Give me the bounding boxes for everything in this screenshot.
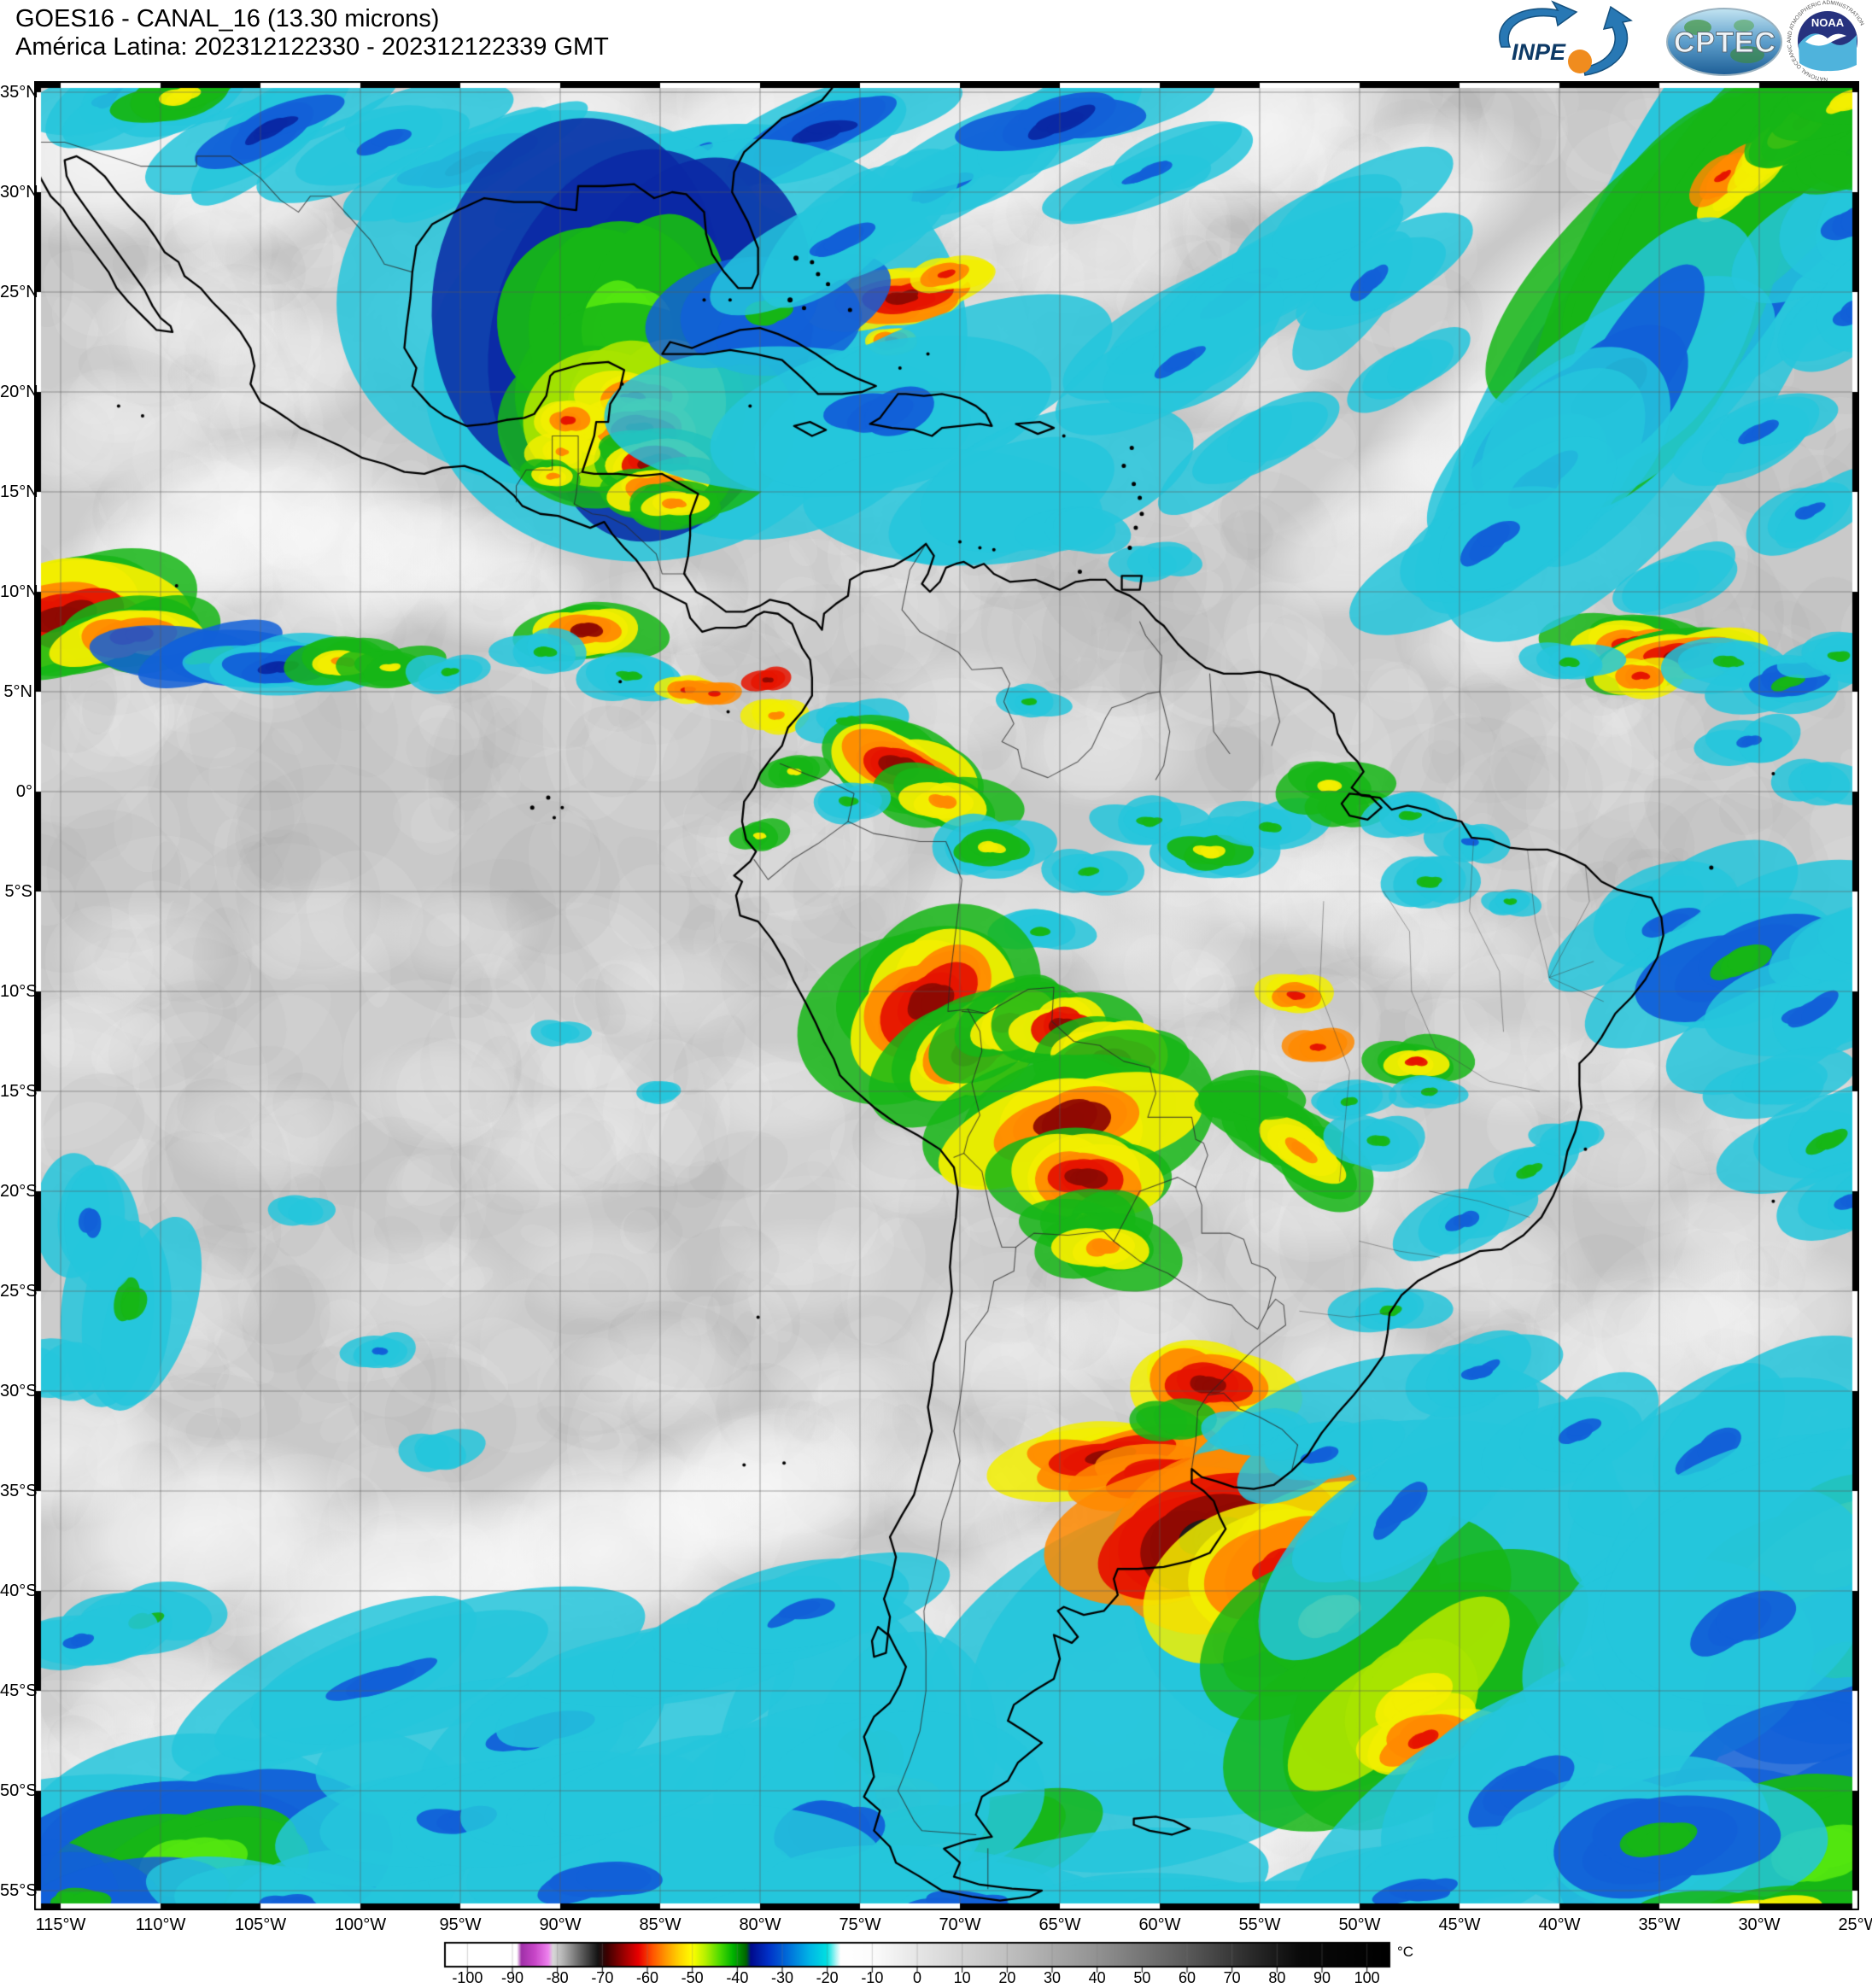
lon-label: 45°W [1438, 1915, 1481, 1934]
lat-label: 15°S [0, 1082, 38, 1101]
lat-label: 10°S [0, 982, 38, 1001]
noaa-logo: NATIONAL OCEANIC AND ATMOSPHERIC ADMINIS… [1787, 0, 1867, 81]
inpe-arrow-swoosh-icon [1582, 5, 1633, 76]
noaa-gull-icon [1805, 33, 1846, 46]
lat-label: 30°S [0, 1382, 38, 1400]
colorbar-tick-label: -80 [546, 1969, 569, 1986]
colorbar-tick-label: 100 [1354, 1969, 1380, 1986]
page-title: GOES16 - CANAL_16 (13.30 microns) [15, 5, 440, 32]
colorbar-tick-label: 60 [1178, 1969, 1196, 1986]
lat-label: 5°N [3, 682, 32, 701]
inpe-orange-dot-icon [1568, 50, 1592, 73]
lat-label: 40°S [0, 1582, 38, 1600]
lat-label: 15°N [0, 482, 38, 501]
inpe-logo-text: INPE [1512, 39, 1566, 65]
colorbar-canvas [439, 1940, 1395, 1985]
colorbar-tick-label: 90 [1313, 1969, 1331, 1986]
lon-label: 50°W [1338, 1915, 1381, 1934]
lat-label: 35°S [0, 1482, 38, 1500]
colorbar-tick-label: -20 [816, 1969, 839, 1986]
lat-label: 55°S [0, 1881, 38, 1900]
colorbar-tick-label: 50 [1133, 1969, 1151, 1986]
colorbar-unit-label: °C [1397, 1944, 1414, 1960]
colorbar-tick-label: -10 [861, 1969, 884, 1986]
colorbar-tick-label: 10 [953, 1969, 971, 1986]
lon-label: 55°W [1238, 1915, 1281, 1934]
lat-label: 5°S [4, 882, 32, 901]
lat-label: 50°S [0, 1781, 38, 1800]
colorbar-tick-label: 20 [998, 1969, 1016, 1986]
lat-label: 0° [15, 782, 32, 801]
colorbar-tick-label: 0 [912, 1969, 921, 1986]
lon-label: 95°W [439, 1915, 482, 1934]
lon-label: 35°W [1638, 1915, 1681, 1934]
lat-label: 20°N [0, 383, 38, 401]
lon-label: 105°W [234, 1915, 287, 1934]
lon-label: 75°W [839, 1915, 881, 1934]
lon-label: 40°W [1538, 1915, 1581, 1934]
colorbar-tick-label: 40 [1088, 1969, 1106, 1986]
lat-label: 30°N [0, 183, 38, 202]
lon-label: 100°W [334, 1915, 387, 1934]
lon-label: 70°W [939, 1915, 981, 1934]
cptec-land-icon [1684, 20, 1711, 35]
lon-label: 30°W [1738, 1915, 1781, 1934]
map-region [34, 81, 1859, 1910]
lon-label: 80°W [739, 1915, 781, 1934]
inpe-arrow-up-icon [1499, 0, 1578, 48]
lon-label: 115°W [35, 1915, 86, 1934]
colorbar-tick-label: -70 [591, 1969, 614, 1986]
lon-label: 60°W [1138, 1915, 1181, 1934]
colorbar-tick-label: 30 [1043, 1969, 1062, 1986]
colorbar-tick-label: 70 [1223, 1969, 1241, 1986]
cptec-land-icon [1734, 20, 1754, 32]
cptec-logo: CPTEC [1666, 8, 1782, 76]
lon-label: 85°W [639, 1915, 682, 1934]
colorbar-tick-label: -50 [681, 1969, 704, 1986]
satellite-map-canvas [34, 81, 1859, 1910]
lon-label: 110°W [135, 1915, 186, 1934]
colorbar-tick-label: -100 [452, 1969, 483, 1986]
noaa-logo-text: NOAA [1811, 16, 1845, 29]
lat-label: 25°S [0, 1282, 38, 1301]
cptec-land-icon [1730, 46, 1764, 63]
colorbar-tick-label: -30 [770, 1969, 793, 1986]
colorbar-tick-label: -90 [500, 1969, 524, 1986]
lat-label: 45°S [0, 1681, 38, 1700]
lon-label: 25°W [1838, 1915, 1872, 1934]
cptec-logo-text: CPTEC [1674, 26, 1776, 59]
colorbar-tick-label: -60 [635, 1969, 658, 1986]
colorbar-tick-label: 80 [1268, 1969, 1286, 1986]
lat-label: 20°S [0, 1182, 38, 1201]
lat-label: 35°N [0, 83, 38, 102]
page-subtitle: América Latina: 202312122330 - 202312122… [15, 33, 609, 61]
lon-label: 65°W [1038, 1915, 1081, 1934]
inpe-logo: INPE [1499, 0, 1633, 76]
lat-label: 25°N [0, 283, 38, 301]
lat-label: 10°N [0, 582, 38, 601]
logo-strip: INPE CPTEC NATIONAL OCEANIC AND ATMOSPHE… [1476, 0, 1872, 81]
lon-label: 90°W [539, 1915, 582, 1934]
colorbar-tick-label: -40 [726, 1969, 749, 1986]
